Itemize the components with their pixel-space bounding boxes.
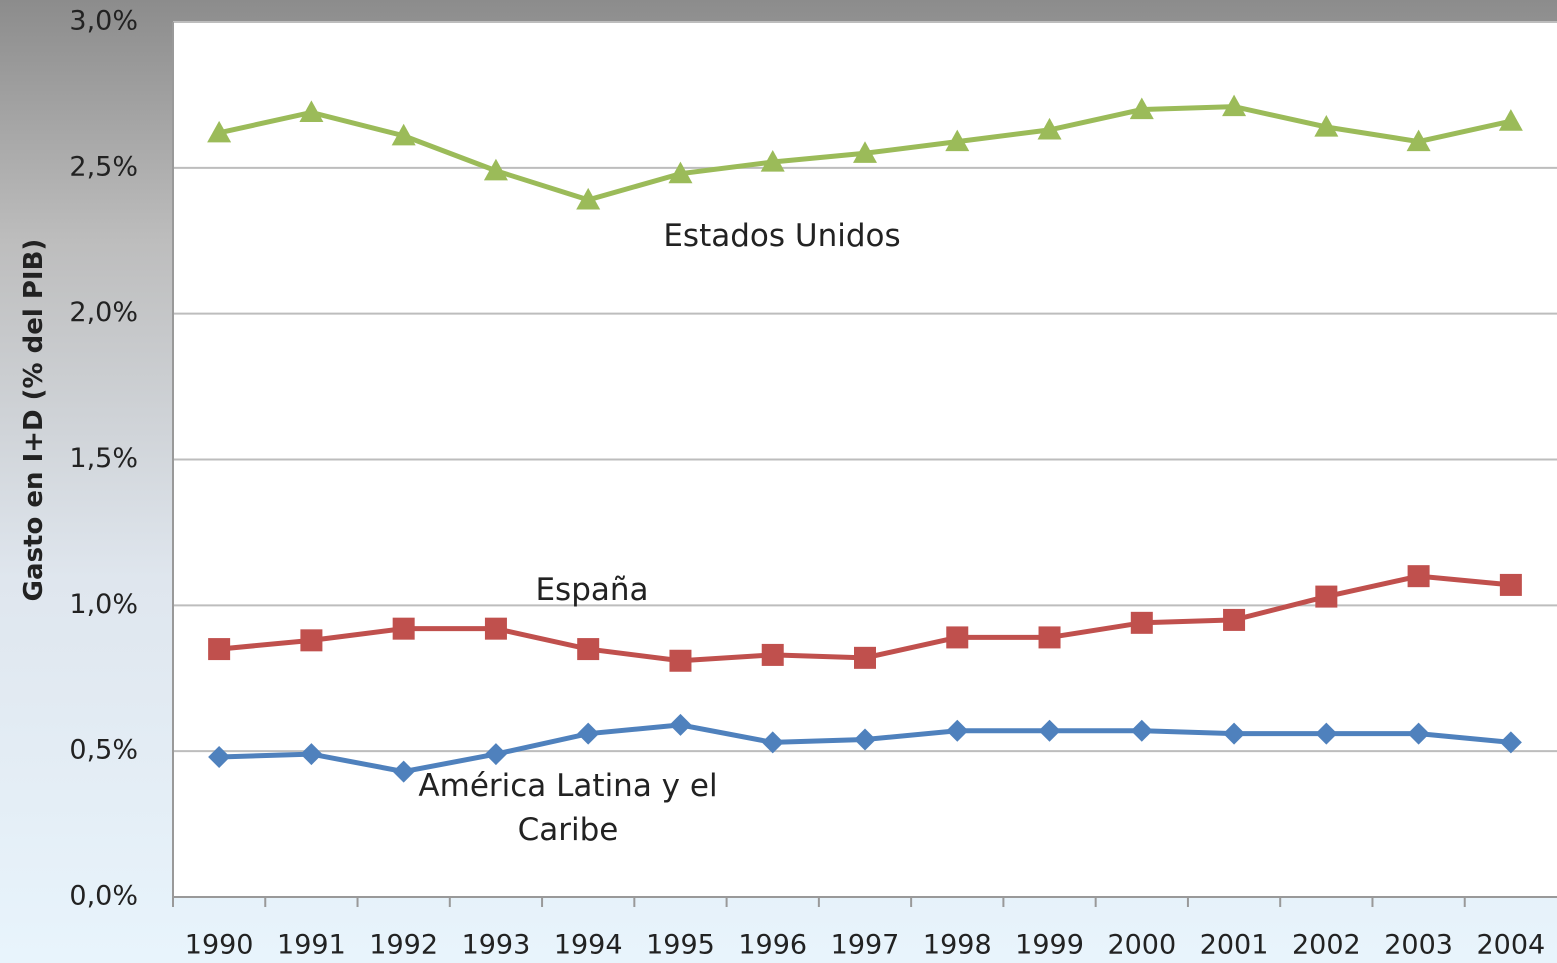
marker (946, 626, 969, 649)
x-tick-label: 1992 (369, 930, 438, 961)
marker (577, 722, 600, 745)
x-tick-label: 1997 (831, 930, 900, 961)
series-label: España (535, 572, 649, 608)
y-tick-label: 1,5% (69, 443, 138, 474)
x-tick-label: 1996 (738, 930, 807, 961)
marker (300, 743, 323, 766)
x-tick-label: 2000 (1107, 930, 1176, 961)
marker (576, 187, 601, 210)
marker (1498, 109, 1523, 131)
y-axis-label: Gasto en I+D (% del PIB) (19, 239, 49, 602)
series-label: Estados Unidos (663, 218, 901, 254)
series-label: América Latina y el Caribe (418, 768, 718, 848)
marker (1222, 94, 1247, 117)
marker (668, 161, 693, 184)
marker (207, 120, 232, 143)
marker (1315, 585, 1338, 608)
marker (300, 629, 323, 652)
marker (854, 728, 876, 751)
marker (208, 638, 231, 661)
marker (1314, 115, 1339, 137)
x-tick-label: 1990 (185, 930, 254, 961)
marker (1406, 129, 1431, 152)
marker (760, 150, 785, 172)
marker (854, 646, 876, 669)
marker (577, 638, 600, 661)
marker (208, 746, 231, 768)
y-tick-label: 0,5% (69, 735, 138, 766)
marker (1407, 722, 1430, 745)
y-tick-label: 3,0% (69, 6, 138, 37)
marker (1037, 117, 1062, 140)
marker (484, 617, 507, 640)
x-tick-label: 2001 (1200, 930, 1269, 961)
marker (945, 129, 970, 152)
x-tick-label: 1991 (277, 930, 346, 961)
marker (1315, 722, 1338, 745)
marker (484, 743, 507, 766)
marker (391, 123, 416, 146)
y-tick-label: 2,0% (69, 297, 138, 328)
marker (1499, 731, 1522, 754)
x-tick-label: 1995 (646, 930, 715, 961)
marker (483, 158, 508, 181)
marker (1223, 608, 1246, 631)
marker (1129, 97, 1154, 120)
x-tick-label: 1998 (923, 930, 992, 961)
y-tick-label: 2,5% (69, 151, 138, 182)
x-tick-label: 1993 (462, 930, 531, 961)
marker (669, 649, 692, 672)
marker (1130, 611, 1153, 634)
marker (761, 731, 784, 754)
marker (946, 719, 969, 742)
marker (1223, 722, 1246, 745)
y-tick-label: 0,0% (69, 881, 138, 912)
marker (1499, 573, 1522, 596)
marker (1130, 719, 1153, 742)
marker (761, 643, 784, 666)
x-tick-label: 2002 (1292, 930, 1361, 961)
marker (853, 141, 877, 163)
marker (392, 760, 415, 783)
marker (392, 617, 415, 640)
marker (1038, 719, 1061, 742)
x-tick-label: 1994 (554, 930, 623, 961)
marker (669, 713, 692, 736)
x-tick-label: 2004 (1477, 930, 1546, 961)
y-tick-label: 1,0% (69, 589, 138, 620)
marker (1407, 565, 1430, 588)
x-tick-label: 2003 (1384, 930, 1453, 961)
marker (1038, 626, 1061, 649)
marker (299, 100, 324, 123)
x-tick-label: 1999 (1015, 930, 1084, 961)
